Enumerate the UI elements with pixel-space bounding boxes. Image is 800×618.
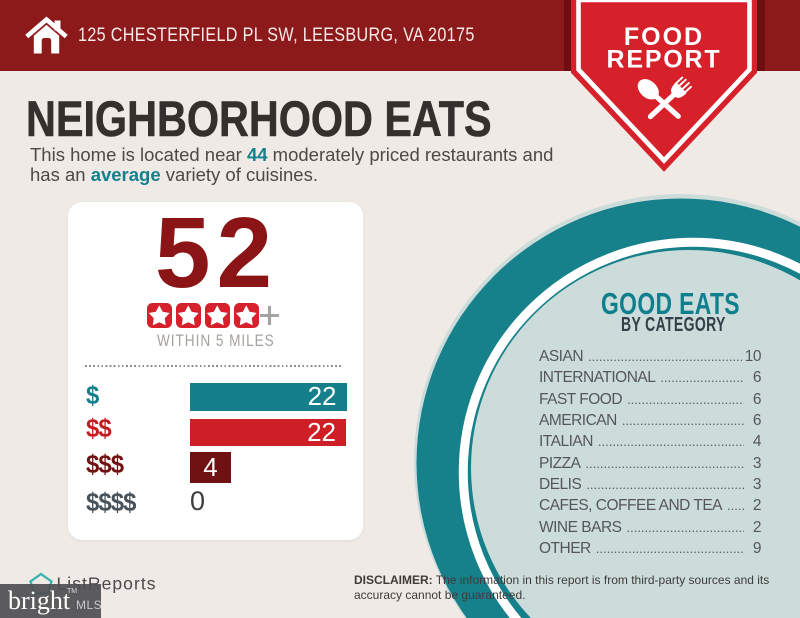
svg-text:REPORT: REPORT: [607, 46, 722, 74]
svg-text:FOOD: FOOD: [624, 23, 704, 51]
